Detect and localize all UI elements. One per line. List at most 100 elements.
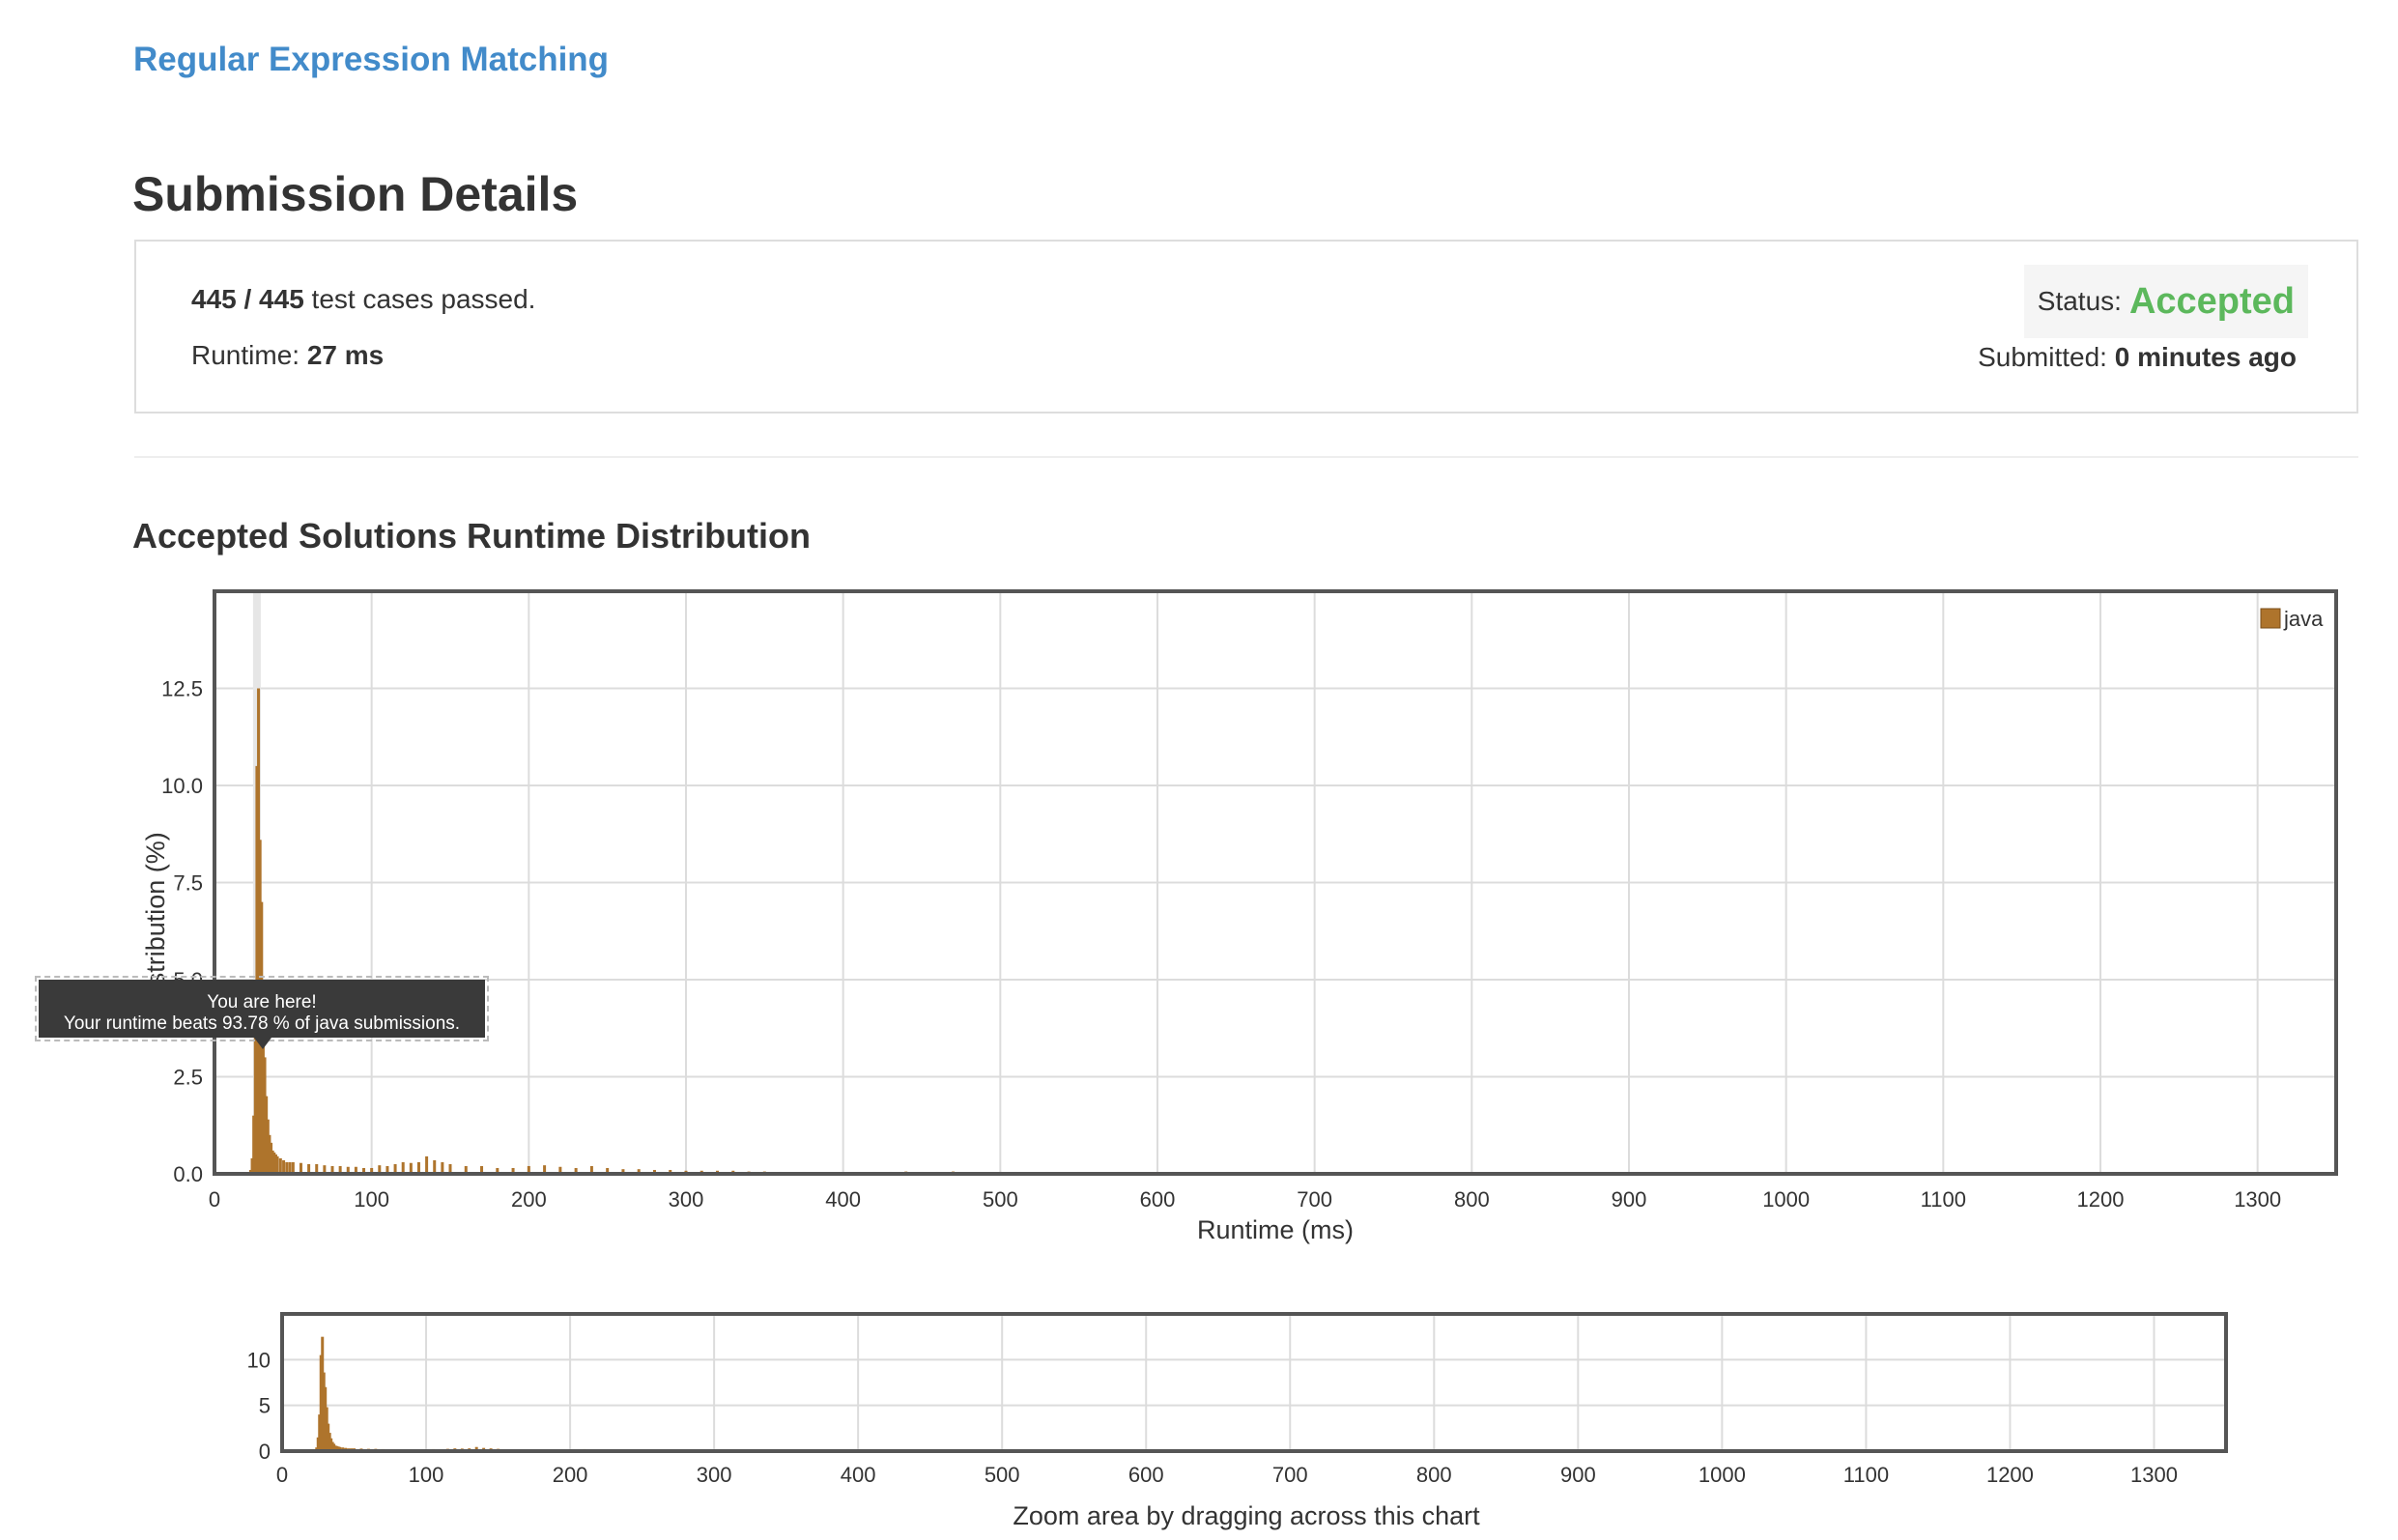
bar [278, 1157, 282, 1174]
bar [307, 1163, 311, 1174]
test-cases-suffix: test cases passed. [303, 284, 536, 314]
bar [637, 1169, 641, 1174]
bar [416, 1161, 420, 1174]
bar [252, 1115, 256, 1174]
bar [370, 1167, 374, 1174]
x-tick-label: 200 [511, 1187, 547, 1212]
x-tick-label: 800 [1416, 1463, 1452, 1487]
bar [265, 1096, 269, 1174]
x-tick-label: 500 [985, 1463, 1020, 1487]
bar [268, 1134, 271, 1174]
y-tick-label: 0 [259, 1440, 271, 1464]
bar [652, 1169, 656, 1174]
bar [266, 1119, 270, 1174]
runtime-distribution-chart[interactable]: 0 100 200 300 400 500 600 700 800 900 1000 1100 1200… [0, 570, 2398, 1266]
legend-swatch-java [2260, 608, 2281, 629]
x-tick-label: 900 [1560, 1463, 1596, 1487]
runtime-result: Runtime: 27 ms [191, 340, 384, 371]
bar [474, 1446, 478, 1451]
bar [253, 1018, 257, 1174]
bar [480, 1165, 484, 1174]
submission-details-panel: 445 / 445 test cases passed. Runtime: 27… [134, 240, 2358, 414]
bar [621, 1169, 625, 1174]
x-tick-label: 1100 [1921, 1187, 1966, 1212]
bar [378, 1165, 382, 1174]
x-tick-label: 400 [825, 1187, 861, 1212]
divider [134, 456, 2358, 458]
x-tick-label: 200 [553, 1463, 588, 1487]
bar [330, 1165, 334, 1174]
x-tick-label: 700 [1297, 1187, 1332, 1212]
x-tick-label: 700 [1272, 1463, 1308, 1487]
plot-frame [280, 1312, 2228, 1453]
bar [589, 1165, 593, 1174]
legend-label-java: java [2283, 607, 2324, 631]
x-tick-label: 1300 [2234, 1187, 2281, 1212]
x-axis-label: Runtime (ms) [1197, 1215, 1354, 1244]
zoom-navigator-chart[interactable]: 0 100 200 300 400 500 600 700 800 900 1000 1100 1200… [0, 1295, 2398, 1540]
page-title: Submission Details [132, 167, 579, 221]
bar [323, 1165, 327, 1174]
bar [606, 1167, 610, 1174]
bar [250, 1157, 254, 1174]
runtime-value: 27 ms [306, 340, 385, 370]
problem-title-link[interactable]: Regular Expression Matching [133, 41, 610, 78]
bar [433, 1159, 437, 1174]
bar [409, 1162, 413, 1174]
x-tick-label: 1100 [1843, 1463, 1889, 1487]
x-tick-label: 1000 [1699, 1463, 1746, 1487]
y-tick-label: 10 [247, 1348, 271, 1372]
x-tick-label: 900 [1612, 1187, 1647, 1212]
y-tick-label: 10.0 [161, 774, 203, 798]
bar [401, 1161, 405, 1174]
x-tick-label: 1300 [2130, 1463, 2178, 1487]
test-cases-result: 445 / 445 test cases passed. [191, 284, 535, 315]
bar [285, 1161, 289, 1174]
y-tick-label: 5 [259, 1394, 271, 1418]
x-tick-label: 1200 [1986, 1463, 2034, 1487]
bar [257, 688, 261, 1174]
bar [425, 1155, 429, 1174]
y-tick-label: 7.5 [173, 871, 203, 896]
bar [338, 1165, 342, 1174]
x-tick-label: 600 [1140, 1187, 1176, 1212]
submitted-label: Submitted: [1978, 342, 2115, 372]
bar [669, 1169, 672, 1174]
y-tick-label: 0.0 [173, 1162, 203, 1186]
bar [288, 1161, 292, 1174]
bar [275, 1155, 279, 1174]
bar [385, 1165, 389, 1174]
x-tick-label: 1200 [2077, 1187, 2125, 1212]
y-tick-label: 2.5 [173, 1066, 203, 1090]
x-tick-label: 0 [209, 1187, 220, 1212]
bar [346, 1166, 350, 1174]
bar [263, 1057, 267, 1174]
bar [393, 1163, 397, 1174]
plot-frame [213, 589, 2338, 1176]
tooltip-pointer [254, 1038, 271, 1049]
bar [511, 1167, 515, 1174]
bar [248, 1169, 252, 1174]
navigator-caption: Zoom area by dragging across this chart [1013, 1501, 1480, 1530]
bar [255, 765, 259, 1174]
x-tick-label: 600 [1128, 1463, 1164, 1487]
status-value[interactable]: Accepted [2128, 280, 2295, 322]
tooltip-line-1: You are here! [207, 992, 317, 1012]
legend: java [2260, 607, 2324, 631]
runtime-tooltip: You are here! Your runtime beats 93.78 %… [35, 976, 489, 1041]
bar [272, 1152, 276, 1174]
status-label: Status: [2037, 286, 2122, 316]
x-tick-label: 400 [841, 1463, 876, 1487]
x-tick-label: 300 [669, 1187, 704, 1212]
distribution-title: Accepted Solutions Runtime Distribution [132, 516, 812, 556]
x-tick-label: 100 [409, 1463, 444, 1487]
test-cases-count: 445 / 445 [191, 284, 304, 314]
bar [315, 1163, 319, 1174]
bar [261, 987, 265, 1174]
bar [441, 1161, 444, 1174]
submitted-value: 0 minutes ago [2114, 342, 2297, 372]
bar [464, 1165, 468, 1174]
bar [282, 1159, 286, 1174]
bar [574, 1167, 578, 1174]
bar [558, 1166, 562, 1174]
